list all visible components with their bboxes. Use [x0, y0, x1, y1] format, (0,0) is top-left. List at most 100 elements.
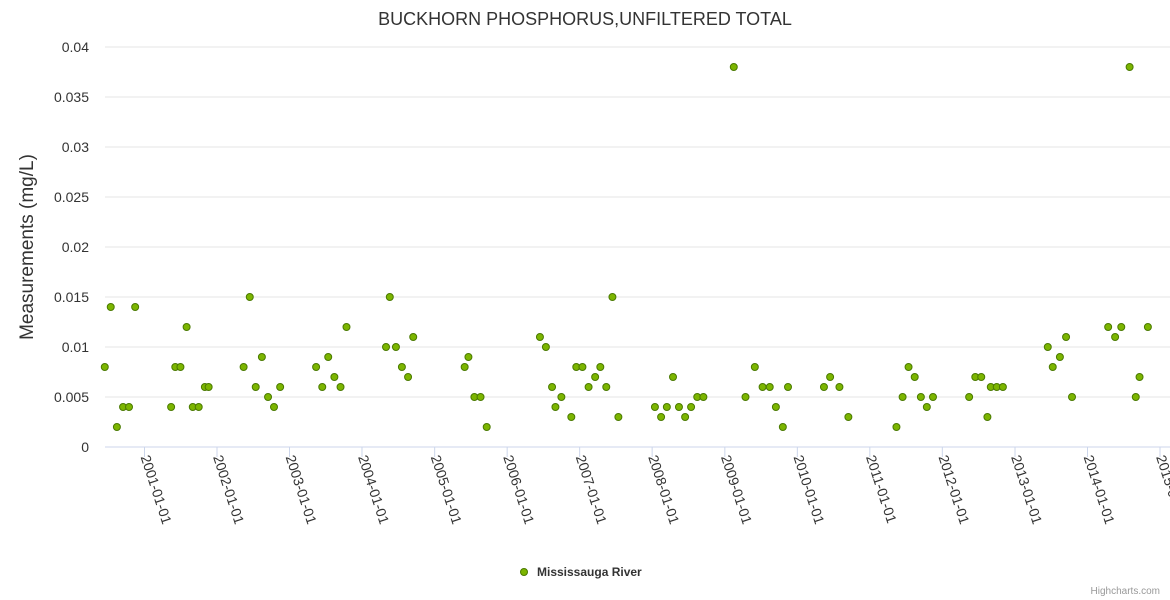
- data-point[interactable]: [342, 323, 351, 331]
- data-point[interactable]: [548, 383, 557, 391]
- data-point[interactable]: [336, 383, 345, 391]
- data-point[interactable]: [662, 403, 671, 411]
- data-point[interactable]: [460, 363, 469, 371]
- data-point[interactable]: [750, 363, 759, 371]
- data-point[interactable]: [1048, 363, 1057, 371]
- data-point[interactable]: [681, 413, 690, 421]
- data-point[interactable]: [1104, 323, 1113, 331]
- legend-marker[interactable]: [520, 568, 528, 576]
- data-point[interactable]: [482, 423, 491, 431]
- data-point[interactable]: [112, 423, 121, 431]
- data-point[interactable]: [409, 333, 418, 341]
- data-point[interactable]: [251, 383, 260, 391]
- y-tick-label: 0.025: [54, 189, 89, 205]
- data-point[interactable]: [385, 293, 394, 301]
- data-point[interactable]: [551, 403, 560, 411]
- data-point[interactable]: [602, 383, 611, 391]
- data-point[interactable]: [578, 363, 587, 371]
- data-point[interactable]: [269, 403, 278, 411]
- data-point[interactable]: [567, 413, 576, 421]
- data-point[interactable]: [844, 413, 853, 421]
- series-mississauga-river[interactable]: [100, 63, 1152, 431]
- data-point[interactable]: [257, 353, 266, 361]
- x-tick-label: 2001-01-01: [138, 453, 175, 526]
- data-point[interactable]: [1062, 333, 1071, 341]
- data-point[interactable]: [1131, 393, 1140, 401]
- data-point[interactable]: [1135, 373, 1144, 381]
- data-point[interactable]: [669, 373, 678, 381]
- data-point[interactable]: [330, 373, 339, 381]
- data-point[interactable]: [1043, 343, 1052, 351]
- data-point[interactable]: [977, 373, 986, 381]
- data-point[interactable]: [657, 413, 666, 421]
- data-point[interactable]: [835, 383, 844, 391]
- data-point[interactable]: [464, 353, 473, 361]
- data-point[interactable]: [584, 383, 593, 391]
- data-point[interactable]: [983, 413, 992, 421]
- data-point[interactable]: [729, 63, 738, 71]
- data-point[interactable]: [819, 383, 828, 391]
- credits-link[interactable]: Highcharts.com: [1091, 586, 1160, 597]
- data-point[interactable]: [264, 393, 273, 401]
- legend[interactable]: Mississauga River: [520, 565, 643, 579]
- data-point[interactable]: [758, 383, 767, 391]
- data-point[interactable]: [614, 413, 623, 421]
- data-point[interactable]: [1143, 323, 1152, 331]
- data-point[interactable]: [1125, 63, 1134, 71]
- data-point[interactable]: [535, 333, 544, 341]
- data-point[interactable]: [898, 393, 907, 401]
- x-tick-label: 2009-01-01: [718, 453, 755, 526]
- data-point[interactable]: [1055, 353, 1064, 361]
- data-point[interactable]: [892, 423, 901, 431]
- data-point[interactable]: [765, 383, 774, 391]
- data-point[interactable]: [391, 343, 400, 351]
- data-point[interactable]: [608, 293, 617, 301]
- data-point[interactable]: [382, 343, 391, 351]
- data-point[interactable]: [318, 383, 327, 391]
- data-point[interactable]: [910, 373, 919, 381]
- data-point[interactable]: [182, 323, 191, 331]
- data-point[interactable]: [476, 393, 485, 401]
- data-point[interactable]: [125, 403, 134, 411]
- data-point[interactable]: [106, 303, 115, 311]
- data-point[interactable]: [965, 393, 974, 401]
- data-point[interactable]: [324, 353, 333, 361]
- data-point[interactable]: [312, 363, 321, 371]
- data-point[interactable]: [1117, 323, 1126, 331]
- legend-item-mississauga-river[interactable]: Mississauga River: [537, 565, 642, 579]
- data-point[interactable]: [397, 363, 406, 371]
- data-point[interactable]: [674, 403, 683, 411]
- data-point[interactable]: [100, 363, 109, 371]
- data-point[interactable]: [404, 373, 413, 381]
- data-point[interactable]: [826, 373, 835, 381]
- data-point[interactable]: [176, 363, 185, 371]
- data-point[interactable]: [778, 423, 787, 431]
- data-point[interactable]: [1068, 393, 1077, 401]
- data-point[interactable]: [771, 403, 780, 411]
- data-point[interactable]: [167, 403, 176, 411]
- data-point[interactable]: [699, 393, 708, 401]
- data-point[interactable]: [239, 363, 248, 371]
- data-point[interactable]: [194, 403, 203, 411]
- data-point[interactable]: [557, 393, 566, 401]
- data-point[interactable]: [928, 393, 937, 401]
- data-point[interactable]: [687, 403, 696, 411]
- data-point[interactable]: [998, 383, 1007, 391]
- data-point[interactable]: [245, 293, 254, 301]
- data-point[interactable]: [922, 403, 931, 411]
- data-point[interactable]: [591, 373, 600, 381]
- data-point[interactable]: [1111, 333, 1120, 341]
- y-tick-label: 0.03: [62, 139, 89, 155]
- data-point[interactable]: [916, 393, 925, 401]
- data-point[interactable]: [650, 403, 659, 411]
- data-point[interactable]: [741, 393, 750, 401]
- data-point[interactable]: [204, 383, 213, 391]
- data-point[interactable]: [784, 383, 793, 391]
- data-point[interactable]: [904, 363, 913, 371]
- x-tick-label: 2004-01-01: [355, 453, 392, 526]
- data-point[interactable]: [131, 303, 140, 311]
- data-point[interactable]: [596, 363, 605, 371]
- data-point[interactable]: [276, 383, 285, 391]
- data-point[interactable]: [541, 343, 550, 351]
- y-tick-label: 0: [81, 439, 89, 455]
